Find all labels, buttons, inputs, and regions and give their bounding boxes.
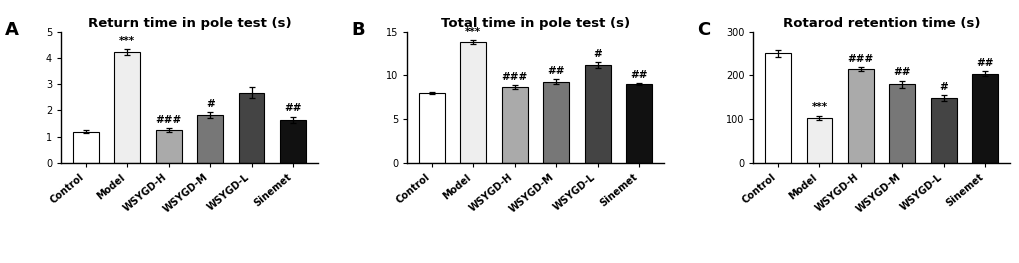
Text: #: # — [206, 99, 214, 109]
Text: ###: ### — [501, 72, 528, 82]
Text: ***: *** — [465, 27, 481, 37]
Bar — [72, 132, 99, 163]
Bar — [930, 98, 956, 163]
Bar — [847, 69, 873, 163]
Text: ##: ## — [284, 103, 302, 113]
Bar — [971, 74, 998, 163]
Bar — [197, 115, 223, 163]
Text: ##: ## — [975, 58, 994, 68]
Text: ###: ### — [155, 115, 181, 125]
Text: A: A — [5, 21, 18, 39]
Text: C: C — [696, 21, 709, 39]
Bar — [584, 65, 610, 163]
Title: Total time in pole test (s): Total time in pole test (s) — [440, 17, 630, 31]
Bar — [156, 130, 181, 163]
Bar — [280, 120, 306, 163]
Text: ***: *** — [810, 102, 826, 113]
Text: ###: ### — [847, 54, 873, 64]
Text: ***: *** — [119, 36, 136, 46]
Bar — [889, 84, 914, 163]
Text: B: B — [351, 21, 364, 39]
Bar — [764, 53, 790, 163]
Bar — [543, 82, 569, 163]
Bar — [114, 52, 140, 163]
Bar — [626, 84, 651, 163]
Bar — [806, 118, 832, 163]
Bar — [419, 93, 444, 163]
Text: ##: ## — [893, 67, 910, 77]
Bar — [238, 93, 264, 163]
Title: Return time in pole test (s): Return time in pole test (s) — [88, 17, 290, 31]
Bar — [460, 42, 486, 163]
Text: #: # — [938, 82, 948, 92]
Text: #: # — [593, 49, 601, 59]
Bar — [501, 87, 527, 163]
Text: ##: ## — [630, 69, 647, 79]
Text: ##: ## — [547, 65, 565, 76]
Title: Rotarod retention time (s): Rotarod retention time (s) — [783, 17, 979, 31]
